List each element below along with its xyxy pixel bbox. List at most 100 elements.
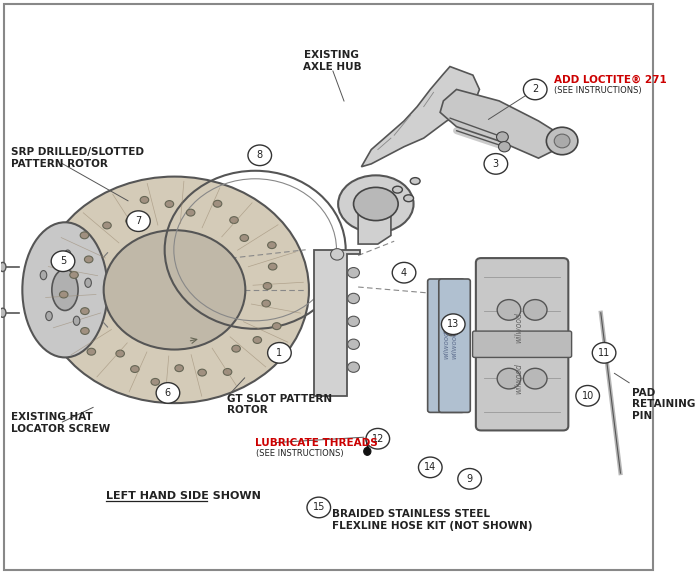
Ellipse shape	[263, 282, 272, 289]
Ellipse shape	[268, 263, 277, 270]
Circle shape	[330, 249, 344, 260]
Ellipse shape	[214, 200, 222, 207]
Polygon shape	[440, 90, 561, 158]
Ellipse shape	[87, 348, 96, 355]
Ellipse shape	[151, 378, 160, 385]
Circle shape	[156, 383, 180, 404]
Circle shape	[497, 300, 521, 320]
Text: wilwood: wilwood	[452, 330, 458, 359]
Circle shape	[399, 265, 413, 278]
Ellipse shape	[410, 177, 420, 184]
Circle shape	[348, 316, 359, 327]
Circle shape	[498, 142, 510, 152]
Text: 7: 7	[135, 216, 141, 226]
Text: 13: 13	[447, 319, 459, 329]
Ellipse shape	[262, 300, 270, 307]
Ellipse shape	[46, 312, 52, 321]
Ellipse shape	[223, 369, 232, 375]
FancyBboxPatch shape	[428, 279, 464, 412]
Circle shape	[51, 251, 75, 272]
Ellipse shape	[22, 222, 108, 358]
Circle shape	[403, 269, 409, 274]
Ellipse shape	[64, 250, 71, 259]
Circle shape	[458, 468, 482, 489]
Ellipse shape	[198, 369, 206, 376]
Text: 2: 2	[532, 84, 538, 95]
Ellipse shape	[393, 186, 402, 193]
Ellipse shape	[186, 209, 195, 216]
Text: GT SLOT PATTERN
ROTOR: GT SLOT PATTERN ROTOR	[227, 394, 332, 415]
Circle shape	[348, 267, 359, 278]
Circle shape	[443, 321, 461, 336]
Circle shape	[267, 343, 291, 363]
Circle shape	[348, 362, 359, 373]
Ellipse shape	[80, 308, 89, 315]
Ellipse shape	[104, 230, 245, 350]
Ellipse shape	[0, 262, 6, 272]
Ellipse shape	[272, 323, 281, 329]
Polygon shape	[358, 201, 391, 244]
Text: EXISTING
AXLE HUB: EXISTING AXLE HUB	[302, 50, 361, 72]
Circle shape	[348, 293, 359, 304]
FancyBboxPatch shape	[439, 279, 470, 412]
FancyBboxPatch shape	[473, 331, 572, 358]
Ellipse shape	[103, 222, 111, 229]
Ellipse shape	[364, 447, 371, 455]
Text: EXISTING HAT
LOCATOR SCREW: EXISTING HAT LOCATOR SCREW	[10, 413, 110, 434]
FancyBboxPatch shape	[476, 258, 568, 430]
Ellipse shape	[165, 200, 174, 207]
Text: wilwood: wilwood	[514, 363, 524, 394]
Ellipse shape	[338, 175, 414, 232]
Ellipse shape	[40, 177, 309, 403]
Ellipse shape	[253, 336, 262, 343]
Ellipse shape	[60, 291, 68, 298]
Circle shape	[554, 134, 570, 148]
Circle shape	[449, 325, 455, 331]
Text: wilwood: wilwood	[443, 330, 449, 359]
Circle shape	[392, 262, 416, 283]
Circle shape	[524, 300, 547, 320]
Ellipse shape	[230, 216, 238, 223]
Text: 1: 1	[276, 348, 283, 358]
Ellipse shape	[40, 270, 47, 280]
Ellipse shape	[70, 272, 78, 278]
Circle shape	[366, 428, 390, 449]
Text: LEFT HAND SIDE SHOWN: LEFT HAND SIDE SHOWN	[106, 491, 260, 501]
Text: (SEE INSTRUCTIONS): (SEE INSTRUCTIONS)	[554, 86, 641, 95]
Ellipse shape	[116, 350, 125, 357]
Circle shape	[524, 369, 547, 389]
Ellipse shape	[267, 242, 276, 249]
Circle shape	[442, 314, 465, 335]
Circle shape	[419, 457, 442, 478]
Text: 9: 9	[467, 474, 473, 484]
Circle shape	[496, 132, 508, 142]
Text: 3: 3	[493, 159, 499, 169]
Ellipse shape	[80, 328, 89, 335]
Text: 4: 4	[401, 267, 407, 278]
Ellipse shape	[85, 256, 93, 263]
Text: SRP DRILLED/SLOTTED
PATTERN ROTOR: SRP DRILLED/SLOTTED PATTERN ROTOR	[10, 148, 144, 169]
Circle shape	[576, 386, 599, 406]
Ellipse shape	[126, 218, 134, 224]
Text: 14: 14	[424, 463, 436, 472]
Ellipse shape	[80, 232, 89, 239]
Ellipse shape	[140, 196, 148, 203]
Text: wilwood: wilwood	[514, 312, 524, 343]
Text: PAD
RETAINING
PIN: PAD RETAINING PIN	[631, 388, 695, 421]
Text: BRAIDED STAINLESS STEEL
FLEXLINE HOSE KIT (NOT SHOWN): BRAIDED STAINLESS STEEL FLEXLINE HOSE KI…	[332, 509, 533, 531]
Ellipse shape	[232, 345, 240, 352]
Text: 11: 11	[598, 348, 610, 358]
Circle shape	[248, 145, 272, 166]
Ellipse shape	[74, 316, 80, 325]
Ellipse shape	[0, 308, 6, 317]
Circle shape	[307, 497, 330, 518]
Text: LUBRICATE THREADS: LUBRICATE THREADS	[256, 438, 378, 448]
Ellipse shape	[240, 235, 248, 242]
Circle shape	[547, 127, 578, 155]
Ellipse shape	[404, 195, 414, 201]
Circle shape	[348, 339, 359, 350]
Circle shape	[524, 79, 547, 100]
Polygon shape	[361, 67, 480, 167]
Text: 6: 6	[165, 388, 171, 398]
Text: 5: 5	[60, 256, 66, 266]
